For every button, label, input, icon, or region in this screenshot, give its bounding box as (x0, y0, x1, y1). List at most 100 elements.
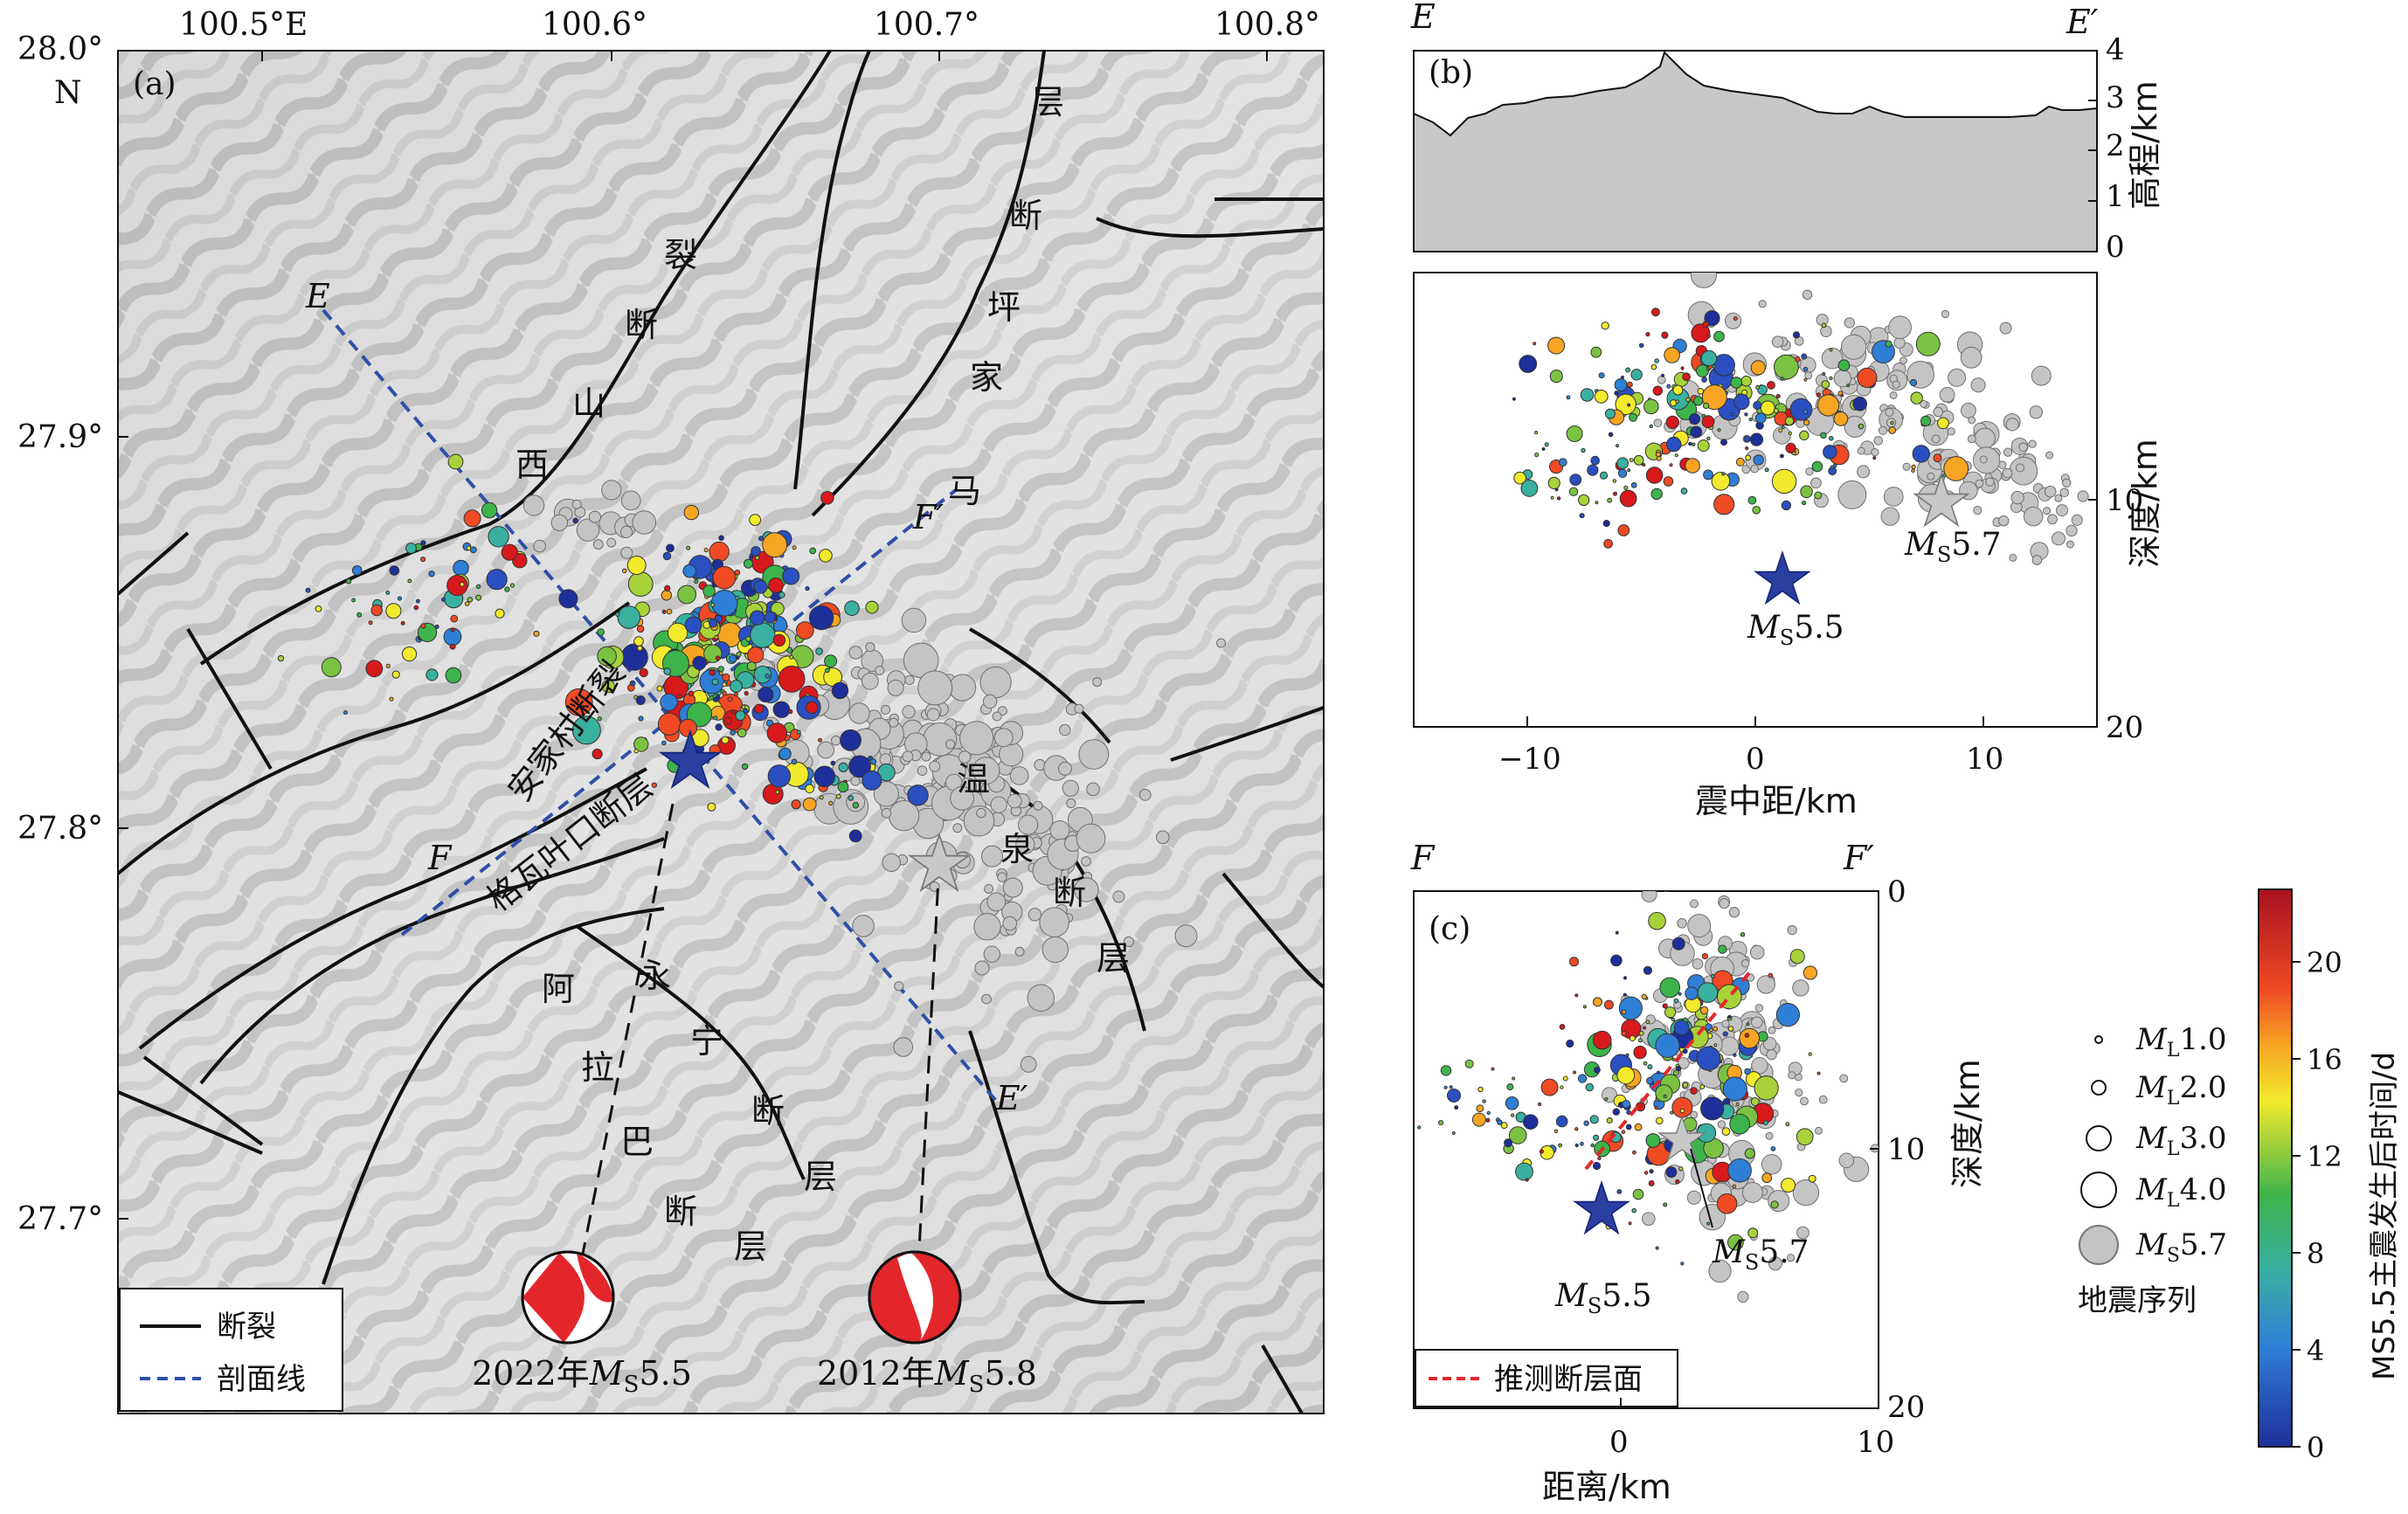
profile-b-event-gray (1758, 300, 1767, 308)
map-event-gray (902, 750, 914, 763)
profile-b-event-gray (2044, 485, 2057, 498)
profile-b-event-colored (1675, 399, 1679, 404)
profile-b-event-colored (1629, 412, 1638, 422)
profile-b-event-gray (2029, 405, 2044, 419)
relief-texture (118, 51, 1324, 1414)
profile-b-event-colored (1788, 431, 1792, 436)
profile-b-event-colored (1750, 360, 1766, 376)
inferred-fault-plane (1584, 968, 1754, 1171)
panel-b-label: (b) (1429, 55, 1473, 91)
profile-b-event-gray (1802, 289, 1813, 301)
map-event-colored (710, 590, 738, 617)
profile-b-event-colored (1547, 476, 1560, 490)
label-ms55-b: MS5.5 (1747, 610, 1844, 650)
map-event-colored (677, 584, 696, 605)
profile-c-event-colored (1656, 1070, 1661, 1075)
colorbar-label: MS5.5主震发生后时间/d (2367, 1052, 2402, 1380)
map-event-gray (848, 702, 870, 724)
map-event-colored (694, 579, 699, 584)
profile-b-event-gray (1892, 380, 1900, 389)
map-event-colored (420, 623, 426, 629)
profile-b-event-colored (1578, 494, 1590, 507)
profile-c-event-gray (1754, 1004, 1764, 1013)
map-event-gray (929, 760, 941, 772)
fault-s (1261, 1345, 1304, 1414)
profile-b-event-colored (1774, 354, 1799, 380)
map-event-colored (722, 673, 730, 682)
map-event-colored (782, 567, 800, 585)
map-event-colored (702, 584, 716, 598)
map-event-gray (882, 853, 901, 872)
profile-c-event-colored (1594, 1066, 1601, 1074)
fault-south-1 (199, 837, 665, 1085)
map-event-gray (889, 717, 899, 728)
profile-b-event-colored (1822, 372, 1826, 376)
svg-text:2: 2 (2106, 128, 2125, 163)
profile-b-event-colored (1745, 446, 1749, 451)
map-event-gray (986, 892, 1007, 912)
profile-b-event-colored (1627, 403, 1631, 407)
profile-b-event-gray (2009, 456, 2038, 486)
profile-c-event-gray (1721, 1020, 1730, 1028)
map-event-colored (321, 657, 342, 678)
x-ticks-c: 0 10 (1609, 1425, 1894, 1460)
svg-text:100.6°: 100.6° (542, 7, 647, 43)
profile-c-event-colored (1744, 1148, 1755, 1159)
topography-area (1413, 51, 2098, 252)
profile-b-event-colored (1911, 468, 1915, 474)
map-event-colored (730, 680, 743, 693)
profile-b-event-gray (1902, 462, 1911, 471)
svg-text:断: 断 (664, 1193, 697, 1231)
profile-b-event-colored (1915, 331, 1941, 356)
svg-text:10: 10 (1857, 1425, 1894, 1460)
profile-b-event-colored (1745, 454, 1751, 461)
profile-c-event-colored (1732, 1184, 1737, 1189)
fault-se-2 (1170, 706, 1324, 762)
profile-b-event-gray (1941, 309, 1950, 319)
profile-c-event-gray (1727, 869, 1739, 881)
profile-b-event-gray (1927, 472, 1935, 480)
profile-b-event-colored (1547, 336, 1566, 355)
map-event-colored (509, 583, 516, 588)
profile-b-event-colored (1920, 415, 1932, 426)
svg-text:8: 8 (2307, 1237, 2324, 1270)
profile-c-event-colored (1454, 1105, 1459, 1110)
svg-text:泉: 泉 (1000, 830, 1034, 868)
map-event-gray (1216, 638, 1226, 648)
profile-b-event-gray (2009, 553, 2017, 562)
profile-b-event-colored (1857, 367, 1878, 388)
map-event-gray (1033, 800, 1043, 811)
profile-b-event-colored (1764, 467, 1769, 473)
profile-c-event-colored (1540, 1078, 1559, 1096)
profile-b-event-colored (1752, 506, 1761, 515)
map-event-gray (522, 494, 545, 516)
profile-b-event-gray (1985, 477, 1995, 487)
svg-text:坪: 坪 (987, 288, 1021, 327)
profile-b-event-colored (1642, 463, 1646, 467)
profile-b-event-colored (1664, 347, 1680, 363)
map-event-gray (1174, 924, 1198, 948)
profile-b-event-colored (1533, 342, 1537, 346)
map-event-gray (926, 708, 940, 722)
map-event-gray (571, 499, 582, 509)
profile-b-event-colored (1650, 363, 1657, 370)
svg-text:层: 层 (1097, 939, 1130, 978)
profile-b-event-colored (1833, 411, 1849, 426)
profile-b-event-colored (1649, 424, 1654, 429)
map-event-colored (688, 690, 695, 697)
map-event-gray (917, 765, 928, 777)
profile-b-event-colored (1598, 372, 1605, 379)
panel-a-label: (a) (133, 66, 176, 102)
profile-b-event-colored (1665, 415, 1680, 430)
profile-b-event-colored (1616, 457, 1629, 470)
map-event-colored (758, 686, 774, 703)
mechanism-caption-2022: 2022年MS5.5 (472, 1354, 692, 1398)
map-event-gray (817, 741, 835, 759)
profile-b-event-colored (1911, 464, 1916, 470)
profile-b-event-colored (1520, 480, 1539, 497)
profile-c-event-colored (1504, 1138, 1513, 1148)
profile-c-event-colored (1615, 930, 1619, 935)
svg-text:20: 20 (2106, 710, 2143, 745)
map-event-gray (619, 525, 633, 539)
profile-c-event-colored (1618, 996, 1643, 1020)
